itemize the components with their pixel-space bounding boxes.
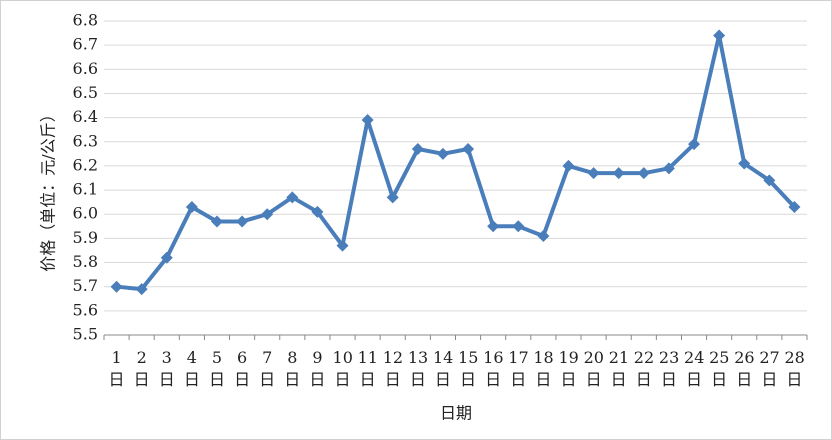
x-tick-label: 2日 — [133, 348, 150, 389]
marker — [160, 251, 173, 264]
marker — [562, 159, 575, 172]
x-tick-label: 15日 — [458, 348, 479, 389]
y-tick-label: 6.3 — [73, 131, 98, 150]
marker — [637, 167, 650, 180]
x-tick-label: 13日 — [407, 348, 429, 389]
y-tick-label: 6.7 — [73, 35, 98, 54]
x-tick-label: 11日 — [357, 348, 378, 389]
x-tick-label: 12日 — [382, 348, 404, 389]
y-tick-label: 6.6 — [73, 59, 98, 78]
marker — [261, 208, 274, 221]
x-tick-label: 17日 — [508, 348, 529, 389]
x-tick-label: 3日 — [158, 348, 175, 389]
x-tick-label: 8日 — [284, 348, 301, 389]
marker — [713, 29, 726, 42]
y-tick-label: 5.7 — [73, 276, 98, 295]
y-tick-label: 5.6 — [73, 300, 98, 319]
marker — [612, 167, 625, 180]
y-tick-label: 6.0 — [73, 204, 98, 223]
marker — [738, 157, 751, 170]
x-tick-label: 14日 — [432, 348, 454, 389]
y-tick-label: 6.5 — [73, 83, 98, 102]
marker — [436, 147, 449, 160]
x-tick-label: 6日 — [234, 348, 251, 389]
x-tick-label: 16日 — [483, 348, 504, 389]
x-tick-label: 7日 — [259, 348, 276, 389]
marker — [311, 205, 324, 218]
y-tick-label: 5.9 — [73, 228, 98, 247]
marker — [286, 191, 299, 204]
y-axis-title: 价格（单位：元/公斤） — [39, 106, 58, 271]
y-tick-label: 6.4 — [73, 107, 98, 126]
x-tick-label: 1日 — [108, 348, 125, 389]
y-tick-label: 6.1 — [73, 180, 98, 199]
x-tick-label: 22日 — [633, 348, 655, 389]
x-tick-label: 27日 — [759, 348, 780, 389]
marker — [110, 280, 123, 293]
x-tick-label: 28日 — [784, 348, 805, 389]
x-axis-title: 日期 — [440, 404, 472, 423]
x-tick-label: 24日 — [684, 348, 705, 389]
marker — [587, 167, 600, 180]
marker — [185, 200, 198, 213]
y-tick-label: 5.8 — [73, 252, 98, 271]
x-tick-label: 18日 — [533, 348, 554, 389]
marker — [336, 239, 349, 252]
x-tick-label: 4日 — [183, 348, 200, 389]
line — [116, 33, 796, 292]
x-tick-label: 9日 — [309, 348, 326, 389]
x-tick-label: 20日 — [583, 348, 604, 389]
marker — [236, 215, 249, 228]
marker — [512, 220, 525, 233]
marker — [788, 200, 801, 213]
marker — [135, 283, 148, 296]
x-tick-label: 10日 — [332, 348, 353, 389]
marker — [487, 220, 500, 233]
marker — [537, 229, 550, 242]
marker — [462, 143, 475, 156]
marker — [763, 174, 776, 187]
x-tick-label: 23日 — [658, 348, 680, 389]
marker — [361, 114, 374, 127]
y-tick-label: 5.5 — [73, 325, 98, 344]
marker — [662, 162, 675, 175]
x-tick-label: 21日 — [608, 348, 630, 389]
x-tick-label: 26日 — [734, 348, 755, 389]
x-tick-label: 25日 — [709, 348, 730, 389]
marker — [210, 215, 223, 228]
x-tick-label: 19日 — [558, 348, 579, 389]
marker — [386, 191, 399, 204]
marker — [411, 143, 424, 156]
y-tick-label: 6.8 — [73, 11, 98, 30]
y-tick-label: 6.2 — [73, 155, 98, 174]
x-tick-label: 5日 — [208, 348, 225, 389]
marker — [688, 138, 701, 151]
